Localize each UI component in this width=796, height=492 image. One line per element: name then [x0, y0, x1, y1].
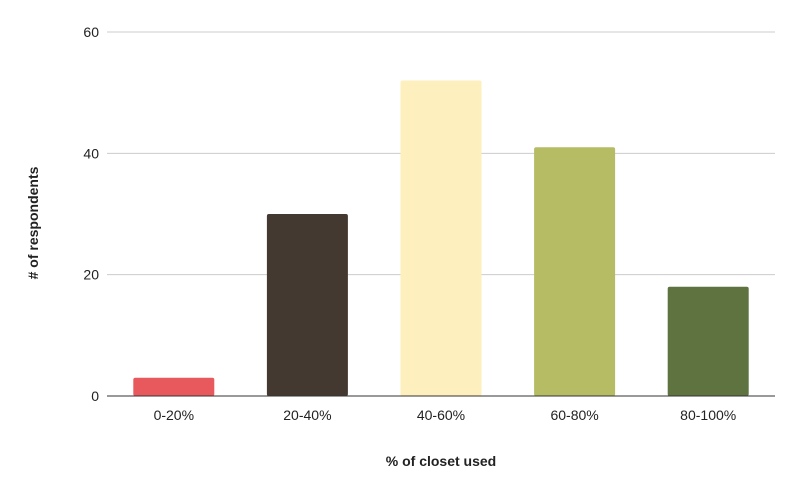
x-tick-label: 20-40%	[283, 407, 331, 423]
y-tick-label: 20	[83, 267, 99, 283]
y-axis-ticks: 0 20 40 60	[83, 24, 99, 404]
y-tick-label: 0	[91, 388, 99, 404]
x-tick-label: 80-100%	[680, 407, 736, 423]
bar-60-80%	[534, 147, 616, 396]
x-tick-label: 40-60%	[417, 407, 465, 423]
bar-0-20%	[133, 377, 215, 396]
bar-80-100%	[667, 286, 749, 396]
bars	[133, 80, 749, 397]
y-tick-label: 40	[83, 145, 99, 161]
y-tick-label: 60	[83, 24, 99, 40]
y-axis-title: # of respondents	[25, 166, 41, 279]
bar-20-40%	[266, 214, 348, 396]
x-tick-label: 0-20%	[154, 407, 194, 423]
x-tick-label: 60-80%	[550, 407, 598, 423]
bar-40-60%	[400, 80, 482, 397]
x-axis-ticks: 0-20% 20-40% 40-60% 60-80% 80-100%	[107, 395, 775, 423]
x-axis-title: % of closet used	[386, 453, 496, 469]
